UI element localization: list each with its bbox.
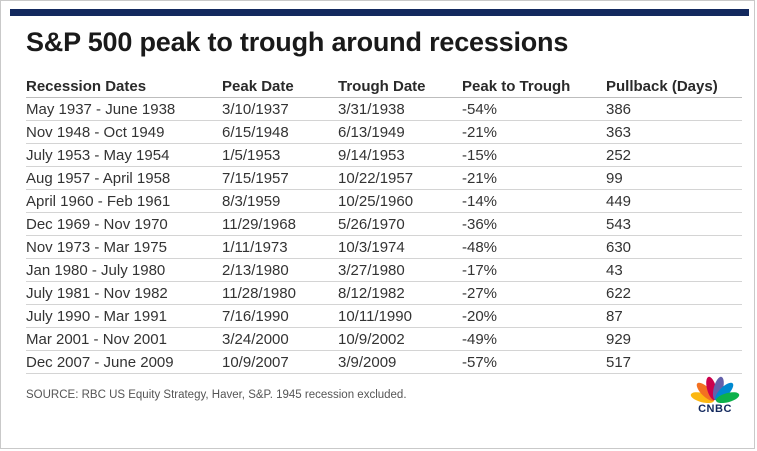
cell-recession-dates: Dec 1969 - Nov 1970 (26, 212, 222, 236)
cell-peak-date: 2/13/1980 (222, 258, 338, 282)
cell-recession-dates: April 1960 - Feb 1961 (26, 189, 222, 213)
cell-peak-date: 1/11/1973 (222, 235, 338, 259)
cell-peak-to-trough: -36% (462, 212, 606, 236)
header-recession-dates: Recession Dates (26, 77, 147, 95)
cell-trough-date: 3/31/1938 (338, 97, 462, 121)
cell-pullback-days: 630 (606, 235, 742, 259)
cell-recession-dates: July 1981 - Nov 1982 (26, 281, 222, 305)
cell-recession-dates: Aug 1957 - April 1958 (26, 166, 222, 190)
cell-recession-dates: July 1953 - May 1954 (26, 143, 222, 167)
cell-peak-date: 3/10/1937 (222, 97, 338, 121)
table-row: July 1953 - May 1954 1/5/1953 9/14/1953 -15… (26, 143, 742, 167)
cell-trough-date: 9/14/1953 (338, 143, 462, 167)
table-row: Nov 1973 - Mar 1975 1/11/1973 10/3/1974 -48… (26, 235, 742, 259)
cell-recession-dates: Jan 1980 - July 1980 (26, 258, 222, 282)
cell-trough-date: 8/12/1982 (338, 281, 462, 305)
source-note: SOURCE: RBC US Equity Strategy, Haver, S… (26, 389, 407, 401)
table-row: April 1960 - Feb 1961 8/3/1959 10/25/1960-… (26, 189, 742, 213)
cell-pullback-days: 622 (606, 281, 742, 305)
cell-peak-date: 11/29/1968 (222, 212, 338, 236)
cell-peak-to-trough: -20% (462, 304, 606, 328)
cell-trough-date: 6/13/1949 (338, 120, 462, 144)
table-row: Jan 1980 - July 1980 2/13/1980 3/27/1980 -1… (26, 258, 742, 282)
cell-pullback-days: 517 (606, 350, 742, 374)
cell-peak-date: 11/28/1980 (222, 281, 338, 305)
table-row: Dec 2007 - June 2009 10/9/2007 3/9/2009 -57… (26, 350, 742, 374)
cell-peak-date: 6/15/1948 (222, 120, 338, 144)
cell-peak-date: 7/15/1957 (222, 166, 338, 190)
cell-peak-to-trough: -54% (462, 97, 606, 121)
cell-pullback-days: 252 (606, 143, 742, 167)
peacock-icon (690, 376, 740, 403)
cell-peak-to-trough: -17% (462, 258, 606, 282)
header-trough-date: Trough Date (338, 77, 426, 95)
logo-text: CNBC (698, 403, 732, 415)
cell-trough-date: 10/25/1960 (338, 189, 462, 213)
cell-trough-date: 3/9/2009 (338, 350, 462, 374)
cell-trough-date: 10/11/1990 (338, 304, 462, 328)
cell-peak-to-trough: -48% (462, 235, 606, 259)
table-row: July 1990 - Mar 1991 7/16/1990 10/11/1990-… (26, 304, 742, 328)
cell-peak-to-trough: -15% (462, 143, 606, 167)
cell-pullback-days: 99 (606, 166, 742, 190)
cell-peak-to-trough: -21% (462, 120, 606, 144)
accent-bar (10, 9, 749, 16)
cell-pullback-days: 386 (606, 97, 742, 121)
header-peak-date: Peak Date (222, 77, 294, 95)
cnbc-logo: CNBC (689, 373, 741, 417)
cell-peak-to-trough: -14% (462, 189, 606, 213)
cell-trough-date: 10/3/1974 (338, 235, 462, 259)
table-row: Nov 1948 - Oct 1949 6/15/1948 6/13/1949 -21… (26, 120, 742, 144)
cell-pullback-days: 449 (606, 189, 742, 213)
cell-recession-dates: Dec 2007 - June 2009 (26, 350, 222, 374)
cell-peak-to-trough: -27% (462, 281, 606, 305)
header-pullback-days: Pullback (Days) (606, 77, 718, 95)
cell-pullback-days: 87 (606, 304, 742, 328)
cell-recession-dates: Nov 1973 - Mar 1975 (26, 235, 222, 259)
cell-peak-to-trough: -21% (462, 166, 606, 190)
table-header-row: Recession Dates Peak Date Trough Date Pe… (26, 75, 742, 98)
cell-peak-to-trough: -57% (462, 350, 606, 374)
cell-trough-date: 3/27/1980 (338, 258, 462, 282)
peacock-feather (715, 392, 740, 403)
table-row: Dec 1969 - Nov 1970 11/29/1968 5/26/1970 -3… (26, 212, 742, 236)
cell-peak-date: 10/9/2007 (222, 350, 338, 374)
cell-pullback-days: 43 (606, 258, 742, 282)
cell-trough-date: 10/9/2002 (338, 327, 462, 351)
cell-peak-to-trough: -49% (462, 327, 606, 351)
recessions-table: Recession Dates Peak Date Trough Date Pe… (26, 75, 742, 374)
cell-recession-dates: Nov 1948 - Oct 1949 (26, 120, 222, 144)
cell-pullback-days: 929 (606, 327, 742, 351)
cell-peak-date: 3/24/2000 (222, 327, 338, 351)
table-row: May 1937 - June 1938 3/10/1937 3/31/1938 -5… (26, 97, 742, 121)
table-row: July 1981 - Nov 1982 11/28/1980 8/12/1982-… (26, 281, 742, 305)
cell-recession-dates: July 1990 - Mar 1991 (26, 304, 222, 328)
cell-peak-date: 7/16/1990 (222, 304, 338, 328)
cell-pullback-days: 363 (606, 120, 742, 144)
cell-trough-date: 5/26/1970 (338, 212, 462, 236)
cell-peak-date: 8/3/1959 (222, 189, 338, 213)
cell-peak-date: 1/5/1953 (222, 143, 338, 167)
cell-pullback-days: 543 (606, 212, 742, 236)
header-peak-to-trough: Peak to Trough (462, 77, 571, 95)
cell-recession-dates: Mar 2001 - Nov 2001 (26, 327, 222, 351)
page-title: S&P 500 peak to trough around recessions (26, 27, 569, 57)
cell-trough-date: 10/22/1957 (338, 166, 462, 190)
cell-recession-dates: May 1937 - June 1938 (26, 97, 222, 121)
table-row: Aug 1957 - April 1958 7/15/1957 10/22/1957… (26, 166, 742, 190)
table-row: Mar 2001 - Nov 2001 3/24/2000 10/9/2002 -49… (26, 327, 742, 351)
